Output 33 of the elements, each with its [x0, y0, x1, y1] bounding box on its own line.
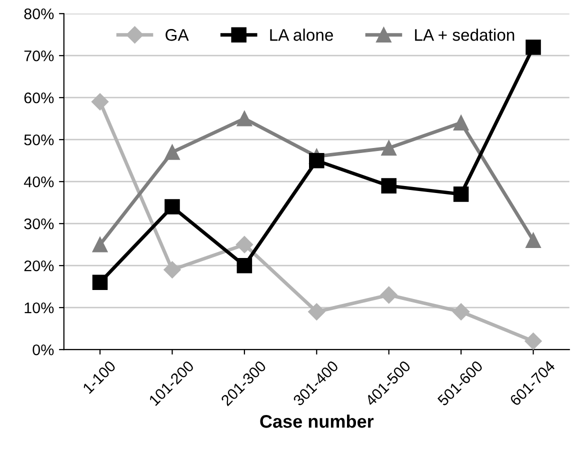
point — [526, 40, 541, 55]
point — [453, 186, 469, 202]
y-tick-label: 0% — [32, 344, 54, 356]
point — [381, 178, 396, 194]
y-tick-label: 40% — [24, 176, 54, 188]
point — [91, 93, 109, 110]
point — [524, 332, 542, 350]
point — [309, 152, 324, 168]
point — [92, 274, 108, 290]
point — [236, 110, 252, 126]
x-axis-title: Case number — [260, 414, 374, 428]
point — [381, 140, 396, 156]
point — [164, 199, 180, 214]
y-tick-label: 80% — [24, 8, 54, 20]
point — [453, 115, 469, 130]
point — [452, 303, 470, 320]
y-tick-label: 70% — [24, 50, 54, 62]
point — [526, 232, 541, 248]
point — [164, 261, 181, 278]
legend-label: LA alone — [270, 28, 333, 41]
y-tick-label: 50% — [24, 134, 54, 146]
point — [236, 236, 253, 254]
legend-label: GA — [166, 29, 189, 41]
point — [164, 144, 180, 160]
point — [308, 303, 326, 320]
y-tick-label: 20% — [24, 260, 54, 272]
legend-label: LA + sedation — [415, 28, 514, 41]
y-tick-label: 60% — [24, 92, 54, 104]
point — [236, 258, 252, 274]
y-tick-label: 30% — [24, 218, 54, 230]
point — [380, 286, 398, 304]
point — [92, 236, 108, 252]
y-tick-label: 10% — [24, 302, 54, 314]
